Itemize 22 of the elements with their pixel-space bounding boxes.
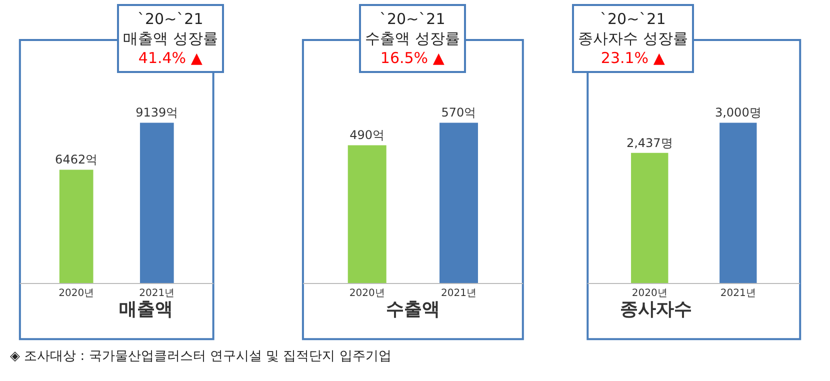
x-tick-label: 2020년 (58, 288, 94, 300)
chart-title: `20~`21 종사자수 성장률 (578, 10, 688, 48)
chart-title: `20~`21 매출액 성장률 (123, 10, 218, 48)
data-label: 2,437명 (626, 136, 673, 150)
chart-subtitle: 23.1% ▲ (600, 49, 666, 67)
x-tick-label: 2021년 (139, 288, 175, 300)
chart-subtitle: 41.4% ▲ (138, 49, 203, 67)
chart-title: `20~`21 수출액 성장률 (365, 10, 460, 48)
x-axis-title: 종사자수 (620, 299, 692, 320)
data-label: 570억 (441, 106, 476, 120)
x-tick-label: 2020년 (349, 288, 385, 300)
data-label: 6462억 (55, 152, 98, 167)
data-label: 9139억 (136, 106, 178, 120)
x-axis-title: 매출액 (119, 299, 173, 320)
x-axis-title: 수출액 (386, 299, 440, 320)
data-label: 490억 (350, 128, 385, 142)
chart-subtitle: 16.5% ▲ (380, 49, 445, 67)
text: ◈ 조사대상 : 국가물산업클러스터 연구시설 및 집적단지 입주기업 (10, 349, 392, 364)
data-label: 3,000명 (714, 106, 762, 120)
x-tick-label: 2020년 (632, 288, 668, 300)
x-tick-label: 2021년 (720, 288, 756, 300)
x-tick-label: 2021년 (441, 288, 476, 300)
